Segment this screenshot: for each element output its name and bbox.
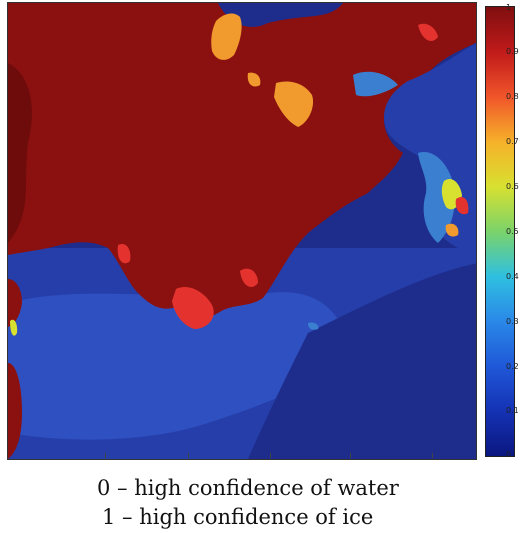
ice-region-yellow (10, 319, 18, 336)
ice-region-orange (445, 223, 459, 237)
colorbar-tick-label: 0 (506, 450, 512, 459)
x-axis-tick (350, 453, 351, 458)
x-axis-tick (432, 453, 433, 458)
colorbar-tick-label: 0.8 (506, 92, 519, 101)
water-region-deep (248, 263, 476, 459)
colorbar-tick-label: 0.9 (506, 47, 519, 56)
colorbar-tick-label: 0.5 (506, 227, 519, 236)
colorbar-tick-label: 1 (506, 3, 512, 12)
map-image (8, 3, 476, 459)
ice-region-red (172, 286, 214, 329)
x-axis-tick (270, 453, 271, 458)
ice-region-speckle (8, 63, 32, 243)
colorbar-tick-label: 0.4 (506, 272, 519, 281)
ice-region-red (117, 243, 131, 264)
ice-water-confidence-map (7, 2, 477, 460)
colorbar-tick-label: 0.6 (506, 182, 519, 191)
colorbar-tick-label: 0.2 (506, 362, 519, 371)
colorbar-tick-label: 0.1 (506, 406, 519, 415)
x-axis-tick (188, 453, 189, 458)
ice-region-orange (211, 13, 242, 60)
colorbar-tick-label: 0.7 (506, 137, 519, 146)
caption-water-legend: 0 – high confidence of water (97, 476, 399, 500)
colorbar (485, 6, 515, 457)
ice-region-west-strip (8, 363, 22, 459)
x-axis-tick (105, 453, 106, 458)
ice-region-orange (247, 72, 261, 87)
ice-region-orange (274, 81, 314, 127)
caption-ice-legend: 1 – high confidence of ice (102, 505, 374, 529)
water-region-shallow (308, 322, 319, 330)
ice-region-red (240, 268, 258, 287)
ice-region-red (418, 23, 438, 41)
ice-region-west-strip (8, 279, 22, 327)
water-region-east-shallow (353, 71, 398, 97)
water-region-east-shallow (418, 152, 455, 243)
confidence-figure: 1 0.9 0.8 0.7 0.6 0.5 0.4 0.3 0.2 0.1 0 (7, 2, 519, 460)
water-region-light (8, 292, 348, 440)
colorbar-tick-label: 0.3 (506, 317, 519, 326)
ice-region-red (455, 196, 469, 215)
